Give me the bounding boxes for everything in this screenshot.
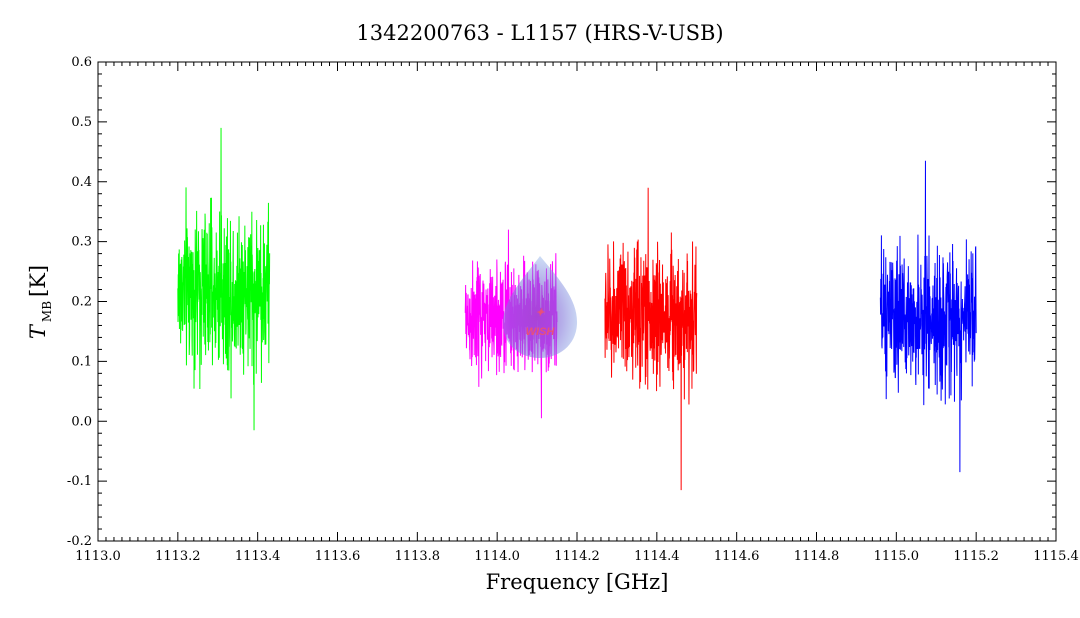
- y-tick-label: -0.1: [67, 474, 92, 489]
- x-tick-label: 1113.8: [395, 549, 441, 564]
- y-axis-label-unit: [K]: [26, 265, 50, 297]
- x-tick-label: 1113.2: [155, 549, 201, 564]
- series-line-3: [604, 187, 698, 491]
- chart-title: 1342200763 - L1157 (HRS-V-USB): [356, 21, 723, 45]
- y-tick-label: 0.6: [71, 55, 92, 70]
- y-tick-label: 0.1: [71, 354, 92, 369]
- y-tick-label: 0.3: [71, 235, 92, 250]
- y-tick-label: 0.5: [71, 115, 92, 130]
- x-tick-label: 1115.0: [874, 549, 920, 564]
- x-axis-label: Frequency [GHz]: [486, 570, 669, 594]
- y-axis-label-symbol: T: [26, 323, 50, 339]
- x-tick-label: 1114.6: [714, 549, 760, 564]
- x-tick-label: 1115.4: [1033, 549, 1079, 564]
- y-tick-label: 0.4: [71, 175, 92, 190]
- y-tick-label: 0.0: [71, 414, 92, 429]
- series-line-1: [177, 127, 271, 431]
- x-tick-label: 1115.2: [953, 549, 999, 564]
- y-tick-label: 0.2: [71, 295, 92, 310]
- x-tick-label: 1114.4: [634, 549, 680, 564]
- y-tick-label: -0.2: [67, 534, 92, 549]
- x-tick-label: 1113.4: [235, 549, 281, 564]
- series-line-4: [879, 160, 977, 473]
- x-tick-label: 1114.0: [474, 549, 520, 564]
- x-tick-label: 1113.6: [315, 549, 361, 564]
- watermark-drop: [503, 256, 578, 358]
- svg-text:TMB[K]: TMB [K]: [26, 265, 54, 339]
- wish-watermark: ✦ WISH: [503, 256, 578, 358]
- y-axis-label-sub: MB: [40, 301, 54, 322]
- watermark-text: WISH: [526, 326, 556, 338]
- x-tick-label: 1114.2: [554, 549, 600, 564]
- y-axis-label: TMB [K]: [26, 265, 54, 339]
- ticks-layer: 1113.0 1113.2 1113.4 1113.6 1113.8 1114.0 1114…: [67, 55, 1079, 564]
- watermark-star-icon: ✦: [535, 307, 545, 319]
- series-layer: [177, 127, 977, 491]
- x-tick-label: 1114.8: [794, 549, 840, 564]
- x-tick-label: 1113.0: [75, 549, 121, 564]
